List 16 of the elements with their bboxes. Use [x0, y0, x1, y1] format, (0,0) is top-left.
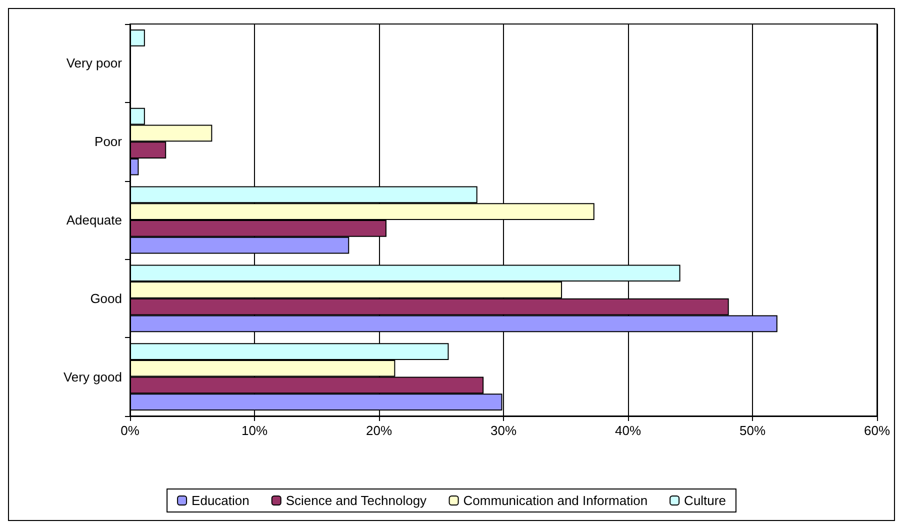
y-tick-label: Poor	[94, 134, 123, 150]
x-tick-label: 10%	[241, 423, 268, 438]
x-tick-label: 60%	[864, 423, 890, 438]
legend-label: Education	[192, 493, 250, 508]
x-tick-label: 20%	[366, 423, 392, 438]
x-tick-label: 50%	[739, 423, 766, 438]
y-tick-label: Very good	[63, 369, 122, 384]
legend-label: Science and Technology	[286, 493, 428, 508]
x-tick-label: 0%	[120, 423, 140, 438]
y-tick-label: Good	[90, 290, 122, 306]
legend-label: Culture	[684, 493, 726, 508]
x-tick-label: 30%	[490, 423, 517, 438]
legend-label: Communication and Information	[463, 493, 648, 508]
y-tick-label: Adequate	[66, 212, 122, 228]
x-tick-label: 40%	[614, 423, 642, 438]
y-tick-label: Very poor	[66, 56, 123, 71]
